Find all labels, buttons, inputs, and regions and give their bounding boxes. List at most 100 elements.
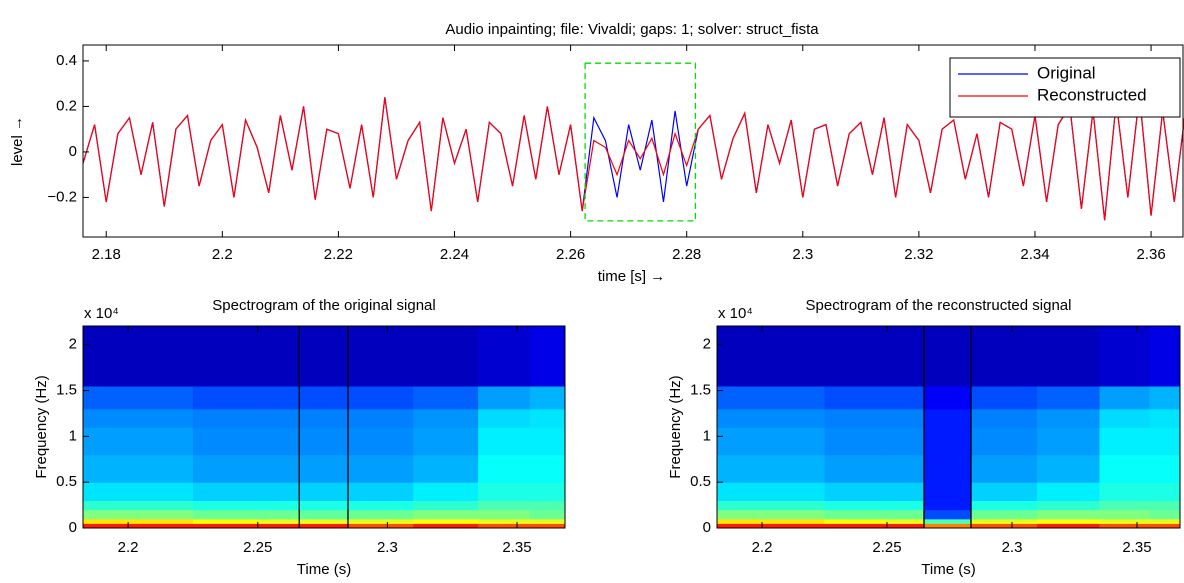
heatmap-cell	[824, 518, 888, 524]
heatmap-cell	[83, 427, 129, 456]
heatmap-cell	[1149, 408, 1180, 428]
x-tick-label: 2.28	[672, 246, 701, 263]
heatmap-cell	[299, 408, 349, 428]
heatmap-cell	[257, 386, 300, 410]
heatmap-cell	[762, 326, 825, 387]
y-tick-label: 0.5	[690, 473, 711, 490]
heatmap-cell	[887, 518, 925, 524]
axes-frame	[82, 325, 566, 529]
chart-title: Spectrogram of the reconstructed signal	[806, 297, 1072, 314]
heatmap-cell	[762, 509, 825, 520]
heatmap-cell	[887, 482, 925, 502]
heatmap-cell	[83, 454, 129, 483]
heatmap-cell	[887, 326, 925, 387]
heatmap-cell	[128, 509, 194, 520]
heatmap-cell	[924, 500, 972, 511]
heatmap-cell	[529, 386, 565, 410]
heatmap-cell	[128, 408, 194, 428]
heatmap-cell	[128, 454, 194, 483]
y-tick-label: 0	[69, 143, 77, 160]
heatmap-cell	[971, 427, 1038, 456]
y-tick-label: 0	[69, 519, 77, 536]
heatmap-cell	[478, 523, 531, 528]
heatmap-cell	[413, 454, 479, 483]
y-tick-label: 2	[69, 336, 77, 353]
y-tick-label: 1.5	[56, 382, 77, 399]
heatmap-cell	[762, 482, 825, 502]
heatmap-cell	[717, 518, 763, 524]
heatmap-cell	[924, 523, 972, 528]
y-tick-label: 1	[703, 427, 711, 444]
y-tick-label: 0	[703, 519, 711, 536]
y-tick-label: 1.5	[690, 382, 711, 399]
heatmap-cell	[1037, 408, 1100, 428]
heatmap-cell	[762, 427, 825, 456]
heatmap-cell	[413, 500, 479, 511]
heatmap-cell	[824, 427, 888, 456]
y-tick-label: 2	[703, 336, 711, 353]
heatmap-cell	[413, 326, 479, 387]
heatmap-cell	[192, 454, 259, 483]
heatmap-cell	[1099, 326, 1150, 387]
heatmap-cell	[529, 326, 565, 387]
heatmap-cell	[971, 518, 1038, 524]
heatmap-cell	[192, 518, 259, 524]
heatmap-cell	[1099, 482, 1150, 502]
chart-title: Spectrogram of the original signal	[212, 297, 435, 314]
x-tick-label: 2.2	[212, 246, 233, 263]
heatmap-cell	[717, 523, 763, 528]
heatmap-cell	[192, 408, 259, 428]
heatmap-cell	[83, 509, 129, 520]
x-tick-label: 2.3	[792, 246, 813, 263]
heatmap-cell	[762, 386, 825, 410]
heatmap-cell	[413, 427, 479, 456]
heatmap-cell	[413, 386, 479, 410]
plot-area	[83, 326, 565, 528]
y-tick-label: 0.5	[56, 473, 77, 490]
heatmap-cell	[83, 386, 129, 410]
y-tick-label: −0.2	[47, 188, 77, 205]
heatmap-cell	[529, 518, 565, 524]
heatmap-cell	[478, 518, 531, 524]
heatmap-cell	[192, 500, 259, 511]
heatmap-cell	[413, 408, 479, 428]
heatmap-cell	[413, 509, 479, 520]
y-tick-label: 0.4	[56, 52, 77, 69]
heatmap-cell	[347, 509, 414, 520]
heatmap-cell	[478, 500, 531, 511]
axes: Original Reconstructed 2.18 2.2 2.22 2.24 2.26…	[9, 21, 1184, 285]
heatmap-cell	[1099, 500, 1150, 511]
heatmap-cell	[824, 386, 888, 410]
heatmap-cell	[347, 500, 414, 511]
heatmap-cell	[887, 386, 925, 410]
heatmap-cell	[413, 482, 479, 502]
heatmap-cell	[83, 326, 129, 387]
heatmap-cell	[192, 482, 259, 502]
y-multiplier: x 10⁴	[84, 305, 119, 322]
heatmap-cell	[299, 500, 349, 511]
heatmap-cell	[257, 326, 300, 387]
heatmap-cell	[529, 523, 565, 528]
heatmap-cell	[924, 386, 972, 410]
x-axis-label: Time (s)	[297, 561, 351, 578]
heatmap-cell	[1099, 408, 1150, 428]
heatmap-cell	[762, 523, 825, 528]
heatmap-cell	[1037, 500, 1100, 511]
x-tick-label: 2.35	[502, 539, 531, 556]
heatmap-cell	[257, 509, 300, 520]
heatmap-cell	[192, 523, 259, 528]
x-tick-label: 2.25	[243, 539, 272, 556]
heatmap-cell	[128, 518, 194, 524]
heatmap-cell	[924, 509, 972, 520]
heatmap-cell	[717, 326, 763, 387]
x-tick-label: 2.36	[1136, 246, 1165, 263]
heatmap-cell	[347, 427, 414, 456]
heatmap-cell	[887, 523, 925, 528]
heatmap-cell	[347, 523, 414, 528]
heatmap-cell	[128, 482, 194, 502]
heatmap-cell	[257, 518, 300, 524]
heatmap-cell	[347, 482, 414, 502]
heatmap-cell	[257, 482, 300, 502]
heatmap-cell	[192, 386, 259, 410]
heatmap-cell	[83, 482, 129, 502]
